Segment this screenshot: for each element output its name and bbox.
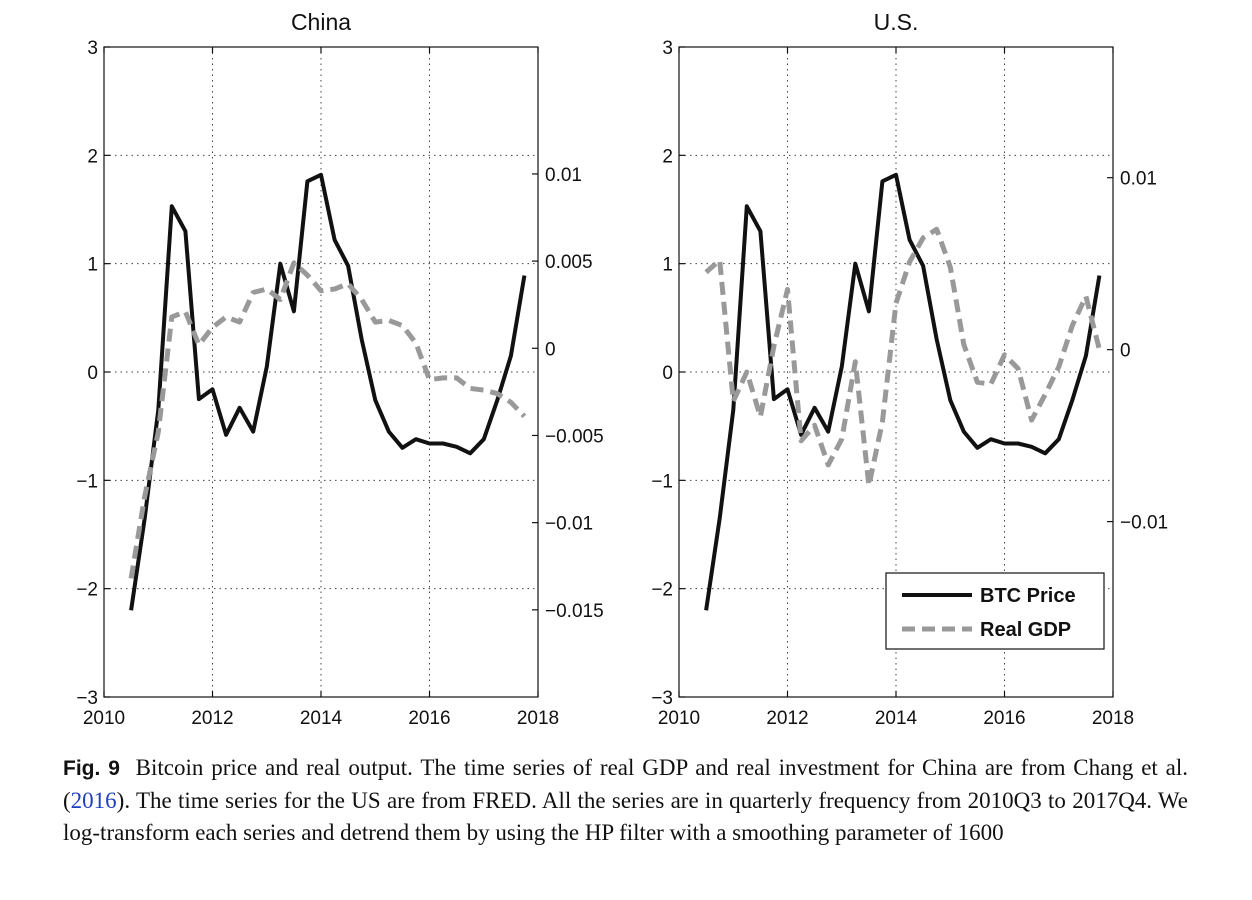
y-tick-label-right: −0.01 xyxy=(1120,513,1168,534)
y-tick-label-left: 1 xyxy=(87,255,98,276)
x-tick-label: 2016 xyxy=(408,708,450,729)
series-line-real-gdp xyxy=(704,226,1102,488)
x-tick-label: 2014 xyxy=(875,708,918,729)
y-tick-label-left: 1 xyxy=(662,255,673,276)
x-tick-label: 2018 xyxy=(517,708,559,729)
x-tick-label: 2012 xyxy=(191,708,233,729)
panel-china: China 2010 2012 2014 2016 2018 3 2 1 0 −1 −2 −3 0.01 0… xyxy=(76,9,603,729)
legend-box xyxy=(885,572,1105,650)
y-tick-label-left: 2 xyxy=(87,146,98,167)
x-tick-label: 2018 xyxy=(1092,708,1134,729)
y-tick-label-right: 0.01 xyxy=(1120,169,1157,190)
y-tick-label-left: −1 xyxy=(651,471,673,492)
x-tick-label: 2012 xyxy=(766,708,808,729)
y-tick-label-left: −1 xyxy=(76,471,98,492)
y-tick-label-left: −3 xyxy=(651,688,673,709)
y-tick-label-right: 0.01 xyxy=(545,165,582,186)
panel-us: U.S. 2010 2012 2014 2016 2018 3 2 1 0 −1 −2 −3 0.01 0 −… xyxy=(651,9,1168,729)
y-tick-label-left: 3 xyxy=(662,38,673,59)
y-tick-label-left: 0 xyxy=(87,363,98,384)
y-tick-label-left: −2 xyxy=(651,580,673,601)
y-tick-label-left: −3 xyxy=(76,688,98,709)
caption-text-end: ). The time series for the US are from F… xyxy=(63,788,1188,845)
y-tick-label-right: −0.01 xyxy=(545,514,593,535)
legend-label-gdp: Real GDP xyxy=(980,619,1071,641)
caption-label: Fig. 9 xyxy=(63,757,120,780)
x-tick-label: 2014 xyxy=(300,708,343,729)
series-line-real-gdp xyxy=(128,260,527,579)
figure-caption: Fig. 9 Bitcoin price and real output. Th… xyxy=(63,752,1188,849)
chart-title: U.S. xyxy=(874,9,919,35)
y-tick-label-right: 0 xyxy=(545,339,556,360)
y-tick-label-right: 0 xyxy=(1120,341,1131,362)
y-tick-label-right: −0.005 xyxy=(545,426,604,447)
series-line-btc-price xyxy=(129,172,527,611)
y-tick-label-right: −0.015 xyxy=(545,601,604,622)
y-tick-label-left: 2 xyxy=(662,146,673,167)
x-tick-label: 2016 xyxy=(983,708,1025,729)
y-tick-label-left: 0 xyxy=(662,363,673,384)
legend: BTC Price Real GDP xyxy=(885,572,1105,650)
legend-label-btc: BTC Price xyxy=(980,585,1076,607)
x-tick-label: 2010 xyxy=(658,708,700,729)
caption-text: Bitcoin price and real output. The time … xyxy=(63,755,1189,813)
y-tick-label-left: 3 xyxy=(87,38,98,59)
x-tick-label: 2010 xyxy=(83,708,125,729)
y-tick-label-left: −2 xyxy=(76,580,98,601)
caption-citation-link[interactable]: 2016 xyxy=(70,788,117,813)
y-tick-label-right: 0.005 xyxy=(545,252,593,273)
chart-title: China xyxy=(291,9,351,35)
